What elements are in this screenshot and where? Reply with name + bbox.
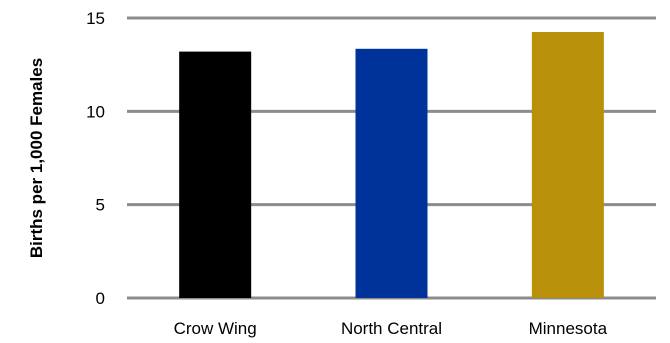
bar-crow-wing [179, 51, 252, 298]
bar-north-central [355, 48, 428, 298]
x-category-label: Minnesota [529, 319, 608, 338]
bars [179, 32, 604, 298]
y-axis-title: Births per 1,000 Females [27, 58, 46, 258]
y-tick-label: 0 [96, 289, 105, 308]
y-tick-label: 10 [86, 102, 105, 121]
y-axis-tick-labels: 0 5 10 15 [86, 9, 105, 308]
x-category-label: North Central [341, 319, 442, 338]
bar-minnesota [531, 32, 604, 298]
x-axis-category-labels: Crow Wing North Central Minnesota [174, 319, 608, 338]
x-category-label: Crow Wing [174, 319, 257, 338]
y-tick-label: 5 [96, 196, 105, 215]
y-tick-label: 15 [86, 9, 105, 28]
